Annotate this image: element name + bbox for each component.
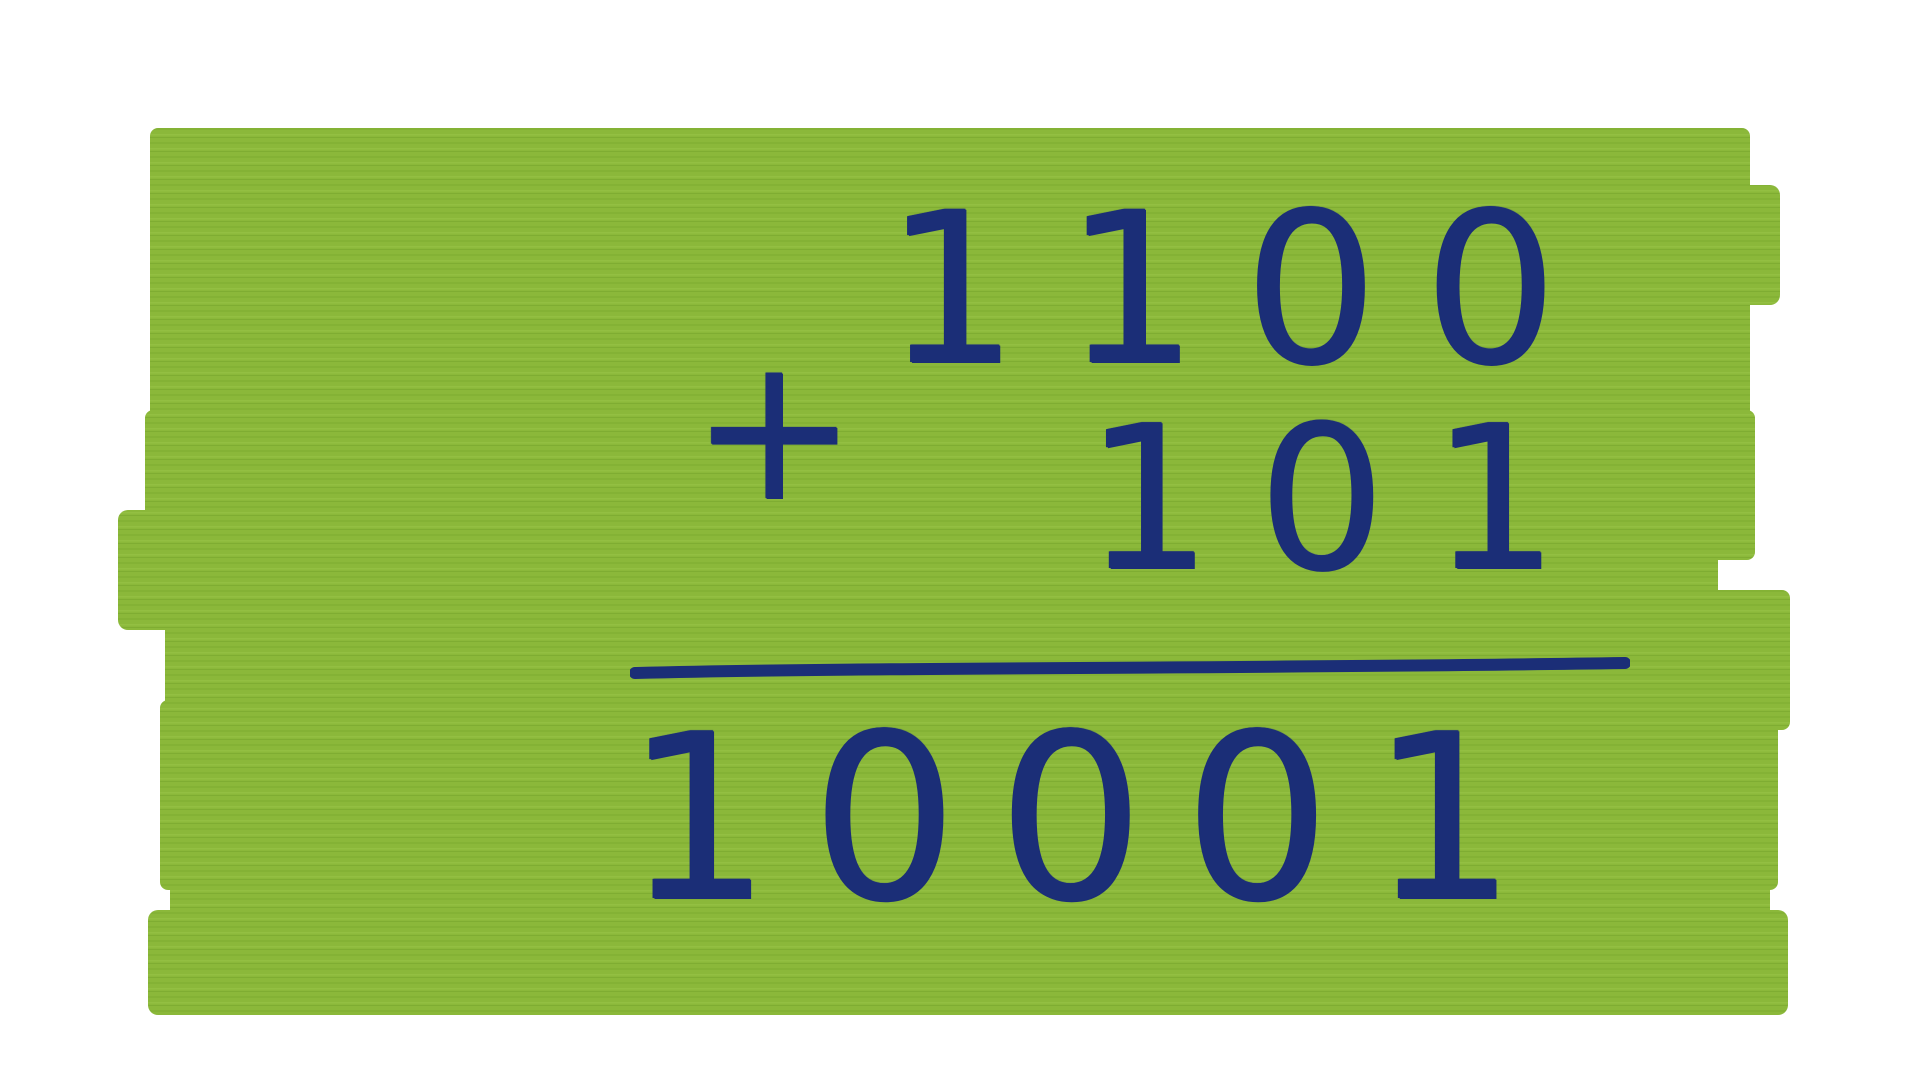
sum-result: 10001 — [625, 686, 1557, 953]
addend-1: 1100 — [885, 167, 1604, 412]
plus-sign: + — [690, 313, 858, 546]
sum-line — [630, 657, 1630, 679]
addend-2: 101 — [1085, 383, 1605, 616]
